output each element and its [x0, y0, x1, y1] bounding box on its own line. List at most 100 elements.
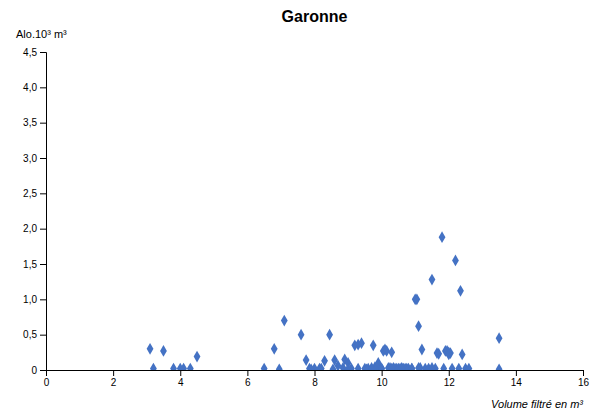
tick: 0 — [44, 370, 50, 388]
point — [170, 363, 177, 370]
tick-mark — [516, 370, 517, 376]
point — [187, 363, 194, 370]
tick: 0 — [31, 365, 46, 376]
tick: 14 — [511, 370, 523, 388]
point — [415, 362, 422, 370]
y-axis-title: Alo.10³ m³ — [16, 28, 67, 40]
tick-label: 1,0 — [23, 294, 37, 305]
tick-mark — [40, 370, 46, 371]
point — [408, 363, 415, 370]
point — [318, 363, 325, 370]
tick: 4,5 — [23, 47, 46, 58]
point — [455, 363, 462, 370]
point — [435, 348, 442, 360]
point — [194, 351, 201, 363]
point — [383, 345, 390, 357]
point — [355, 363, 362, 370]
tick-label: 4,5 — [23, 47, 37, 58]
point — [459, 349, 466, 361]
tick-mark — [40, 264, 46, 265]
tick-label: 0 — [44, 377, 50, 388]
tick-mark — [40, 123, 46, 124]
point — [465, 363, 472, 370]
point — [358, 337, 365, 349]
point — [398, 363, 405, 370]
tick-label: 12 — [444, 377, 456, 388]
chart: 0 2 4 6 8 10 12 14 16 0 0,5 1,0 1,5 2,0 2,5 3,0 3,5 4,0 4,… — [0, 0, 607, 418]
tick-label: 1,5 — [23, 259, 37, 270]
tick-label: 2,5 — [23, 188, 37, 199]
tick-label: 6 — [245, 377, 251, 388]
tick-label: 2,0 — [23, 223, 37, 234]
point — [445, 349, 452, 361]
point — [408, 363, 415, 370]
point — [440, 363, 447, 370]
point — [368, 363, 375, 370]
point — [378, 363, 385, 370]
tick: 0,5 — [23, 329, 46, 340]
tick-label: 14 — [511, 377, 523, 388]
tick-label: 0,5 — [23, 329, 37, 340]
tick-mark — [40, 335, 46, 336]
tick: 3,0 — [23, 153, 46, 164]
point — [326, 329, 333, 341]
tick: 6 — [245, 370, 251, 388]
tick-mark — [449, 370, 450, 376]
point — [449, 363, 456, 370]
tick-mark — [40, 229, 46, 230]
y-axis-line — [40, 53, 47, 371]
point — [429, 274, 436, 286]
tick: 2 — [111, 370, 117, 388]
tick: 2,0 — [23, 223, 46, 234]
point — [271, 343, 278, 355]
tick: 12 — [444, 370, 456, 388]
tick-label: 4,0 — [23, 82, 37, 93]
points — [147, 231, 503, 370]
tick-label: 16 — [578, 377, 590, 388]
tick: 3,5 — [23, 117, 46, 128]
tick-label: 2 — [111, 377, 117, 388]
tick: 1,0 — [23, 294, 46, 305]
point — [429, 362, 436, 370]
point — [303, 354, 310, 366]
tick-mark — [247, 370, 248, 376]
tick-mark — [40, 299, 46, 300]
x-axis-title: Volume filtré en m³ — [491, 398, 583, 410]
point — [439, 231, 446, 243]
point — [457, 285, 464, 297]
point — [150, 363, 157, 370]
tick: 16 — [578, 370, 590, 388]
tick: 4 — [178, 370, 184, 388]
x-axis: 0 2 4 6 8 10 12 14 16 — [44, 370, 590, 388]
tick-mark — [40, 87, 46, 88]
tick: 10 — [377, 370, 389, 388]
point — [419, 344, 426, 356]
tick-mark — [40, 158, 46, 159]
point — [261, 363, 268, 370]
tick: 8 — [312, 370, 318, 388]
x-axis-line — [47, 371, 584, 377]
tick-label: 8 — [312, 377, 318, 388]
point — [452, 255, 459, 267]
point — [276, 363, 283, 370]
point — [298, 329, 305, 341]
point — [370, 339, 377, 351]
tick-mark — [40, 52, 46, 53]
point — [160, 345, 167, 357]
tick-mark — [180, 370, 181, 376]
point — [147, 343, 154, 355]
tick-mark — [315, 370, 316, 376]
point — [388, 363, 395, 370]
tick-label: 10 — [377, 377, 389, 388]
point — [281, 315, 288, 327]
tick-label: 3,5 — [23, 117, 37, 128]
title: Garonne — [282, 8, 348, 25]
point — [413, 293, 420, 305]
point — [388, 346, 395, 358]
tick-mark — [113, 370, 114, 376]
point — [415, 320, 422, 332]
tick: 4,0 — [23, 82, 46, 93]
plot: 0 2 4 6 8 10 12 14 16 0 0,5 1,0 1,5 2,0 2,5 3,0 3,5 4,0 4,… — [23, 47, 589, 388]
point — [180, 363, 187, 370]
tick-mark — [40, 193, 46, 194]
